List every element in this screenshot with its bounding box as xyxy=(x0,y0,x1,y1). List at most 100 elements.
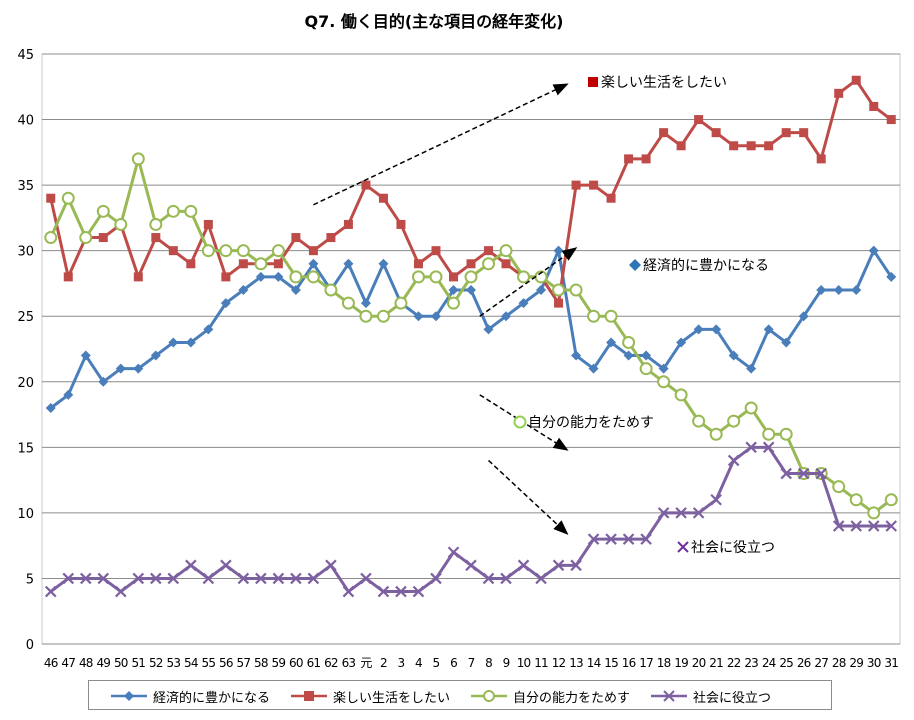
data-point xyxy=(361,180,371,190)
data-point xyxy=(832,480,846,494)
x-tick-label: 46 xyxy=(44,656,58,670)
data-point xyxy=(816,154,826,164)
trend-arrow xyxy=(487,459,569,535)
x-tick-label: 13 xyxy=(569,656,583,670)
legend-label: 自分の能力をためす xyxy=(513,690,631,706)
x-tick-label: 29 xyxy=(849,656,863,670)
x-tick-label: 31 xyxy=(884,656,898,670)
data-point xyxy=(238,259,248,269)
data-point xyxy=(273,271,284,282)
x-tick-label: 9 xyxy=(503,656,510,670)
data-point xyxy=(554,298,564,308)
data-point xyxy=(641,350,652,361)
data-point xyxy=(780,467,792,480)
y-tick-label: 40 xyxy=(17,114,34,129)
data-point xyxy=(589,180,599,190)
data-point xyxy=(96,204,110,218)
data-point xyxy=(446,296,460,310)
data-point xyxy=(693,324,704,335)
data-point xyxy=(45,403,56,413)
data-point xyxy=(44,231,58,245)
x-tick-label: 17 xyxy=(639,656,653,670)
legend-swatch-circle-icon xyxy=(471,690,507,702)
annotation-label: 社会に役立つ xyxy=(691,540,775,556)
annotation-label: 経済的に豊かになる xyxy=(643,258,769,274)
data-point xyxy=(97,572,110,585)
trend-arrow xyxy=(479,247,578,317)
data-point xyxy=(61,191,75,205)
chart-title: Q7. 働く目的(主な項目の経年変化) xyxy=(304,12,563,31)
data-point xyxy=(885,520,898,532)
x-tick-label: 52 xyxy=(149,656,163,670)
x-tick-label: 25 xyxy=(779,656,793,670)
y-tick-label: 45 xyxy=(17,48,34,63)
data-point xyxy=(711,128,721,138)
annotation-circle-icon xyxy=(513,415,527,429)
data-point xyxy=(98,233,108,243)
data-point xyxy=(308,246,318,256)
data-point xyxy=(290,572,302,585)
annotation: 社会に役立つ xyxy=(677,540,775,556)
x-tick-label: 23 xyxy=(744,656,758,670)
annotation-x-icon xyxy=(677,541,689,553)
data-point xyxy=(657,375,671,389)
x-tick-label: 19 xyxy=(674,656,688,670)
x-tick-label: 53 xyxy=(166,656,180,670)
data-point xyxy=(781,128,791,138)
data-point xyxy=(185,337,196,348)
x-tick-label: 54 xyxy=(184,656,198,670)
data-point xyxy=(709,427,723,441)
x-tick-label: 20 xyxy=(692,656,706,670)
data-point xyxy=(430,572,442,585)
data-point xyxy=(308,258,319,269)
x-tick-label: 48 xyxy=(79,656,93,670)
data-point xyxy=(341,296,355,310)
data-point xyxy=(44,585,57,598)
x-tick-label: 55 xyxy=(202,656,216,670)
data-point xyxy=(378,258,389,269)
data-point xyxy=(413,311,424,322)
data-point xyxy=(203,219,213,229)
data-point xyxy=(150,572,162,585)
data-point xyxy=(536,285,547,295)
y-tick-label: 30 xyxy=(17,245,34,260)
legend-label: 社会に役立つ xyxy=(693,690,772,706)
data-point xyxy=(447,546,460,558)
annotation-label: 楽しい生活をしたい xyxy=(601,75,727,91)
data-point xyxy=(255,271,266,282)
data-point xyxy=(727,454,740,467)
series-0 xyxy=(45,245,897,413)
data-point xyxy=(291,233,301,243)
data-point xyxy=(465,559,477,572)
x-tick-label: 5 xyxy=(433,656,440,670)
data-point xyxy=(482,257,496,271)
data-point xyxy=(46,193,56,203)
y-tick-label: 25 xyxy=(17,310,34,325)
x-tick-label: 24 xyxy=(762,656,776,670)
data-point xyxy=(79,231,93,245)
x-tick-label: 10 xyxy=(517,656,531,670)
data-point xyxy=(641,154,651,164)
y-tick-label: 35 xyxy=(17,179,34,194)
x-tick-label: 21 xyxy=(709,656,723,670)
x-tick-label: 8 xyxy=(485,656,492,670)
data-point xyxy=(167,572,180,585)
x-tick-label: 62 xyxy=(324,656,338,670)
legend-swatch-x-icon xyxy=(651,690,687,702)
x-tick-label: 14 xyxy=(587,656,601,670)
data-point xyxy=(764,141,774,151)
data-point xyxy=(377,585,390,598)
data-point xyxy=(202,572,215,585)
data-point xyxy=(587,309,601,323)
annotation: 経済的に豊かになる xyxy=(629,258,769,274)
y-tick-label: 15 xyxy=(17,441,34,456)
data-point xyxy=(659,128,669,138)
legend-label: 経済的に豊かになる xyxy=(153,690,271,706)
data-point xyxy=(569,283,583,297)
x-tick-label: 15 xyxy=(604,656,618,670)
data-point xyxy=(779,427,793,441)
data-point xyxy=(832,520,845,532)
data-point xyxy=(411,270,425,284)
data-point xyxy=(816,285,827,295)
